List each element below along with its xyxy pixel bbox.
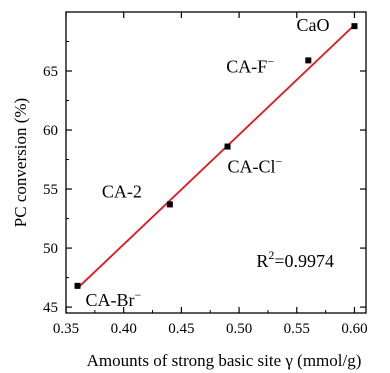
y-tick-label: 65 — [43, 64, 58, 80]
y-tick-label: 45 — [43, 300, 58, 316]
y-tick-label: 60 — [43, 123, 58, 139]
x-tick-label: 0.40 — [111, 321, 137, 337]
point-label: CaO — [296, 15, 329, 35]
plot-frame — [65, 11, 367, 314]
point-label: CA-Br− — [86, 288, 142, 310]
x-axis-title: Amounts of strong basic site γ (mmol/g) — [87, 351, 362, 370]
x-tick-label: 0.45 — [168, 321, 194, 337]
data-point — [224, 143, 231, 150]
axes — [65, 11, 367, 314]
data-point — [351, 23, 358, 30]
y-axis-title: PC conversion (%) — [11, 98, 30, 227]
x-tick-label: 0.55 — [284, 321, 310, 337]
y-tick-label: 55 — [43, 182, 58, 198]
y-tick-label: 50 — [43, 241, 58, 257]
r-squared-annotation: R2=0.9974 — [256, 248, 334, 271]
point-labels-layer: CA-Br− CA-2 CA-Cl− CA-F− CaO — [86, 15, 330, 310]
x-tick-label: 0.50 — [226, 321, 252, 337]
point-label: CA-Cl− — [228, 155, 283, 177]
tick-labels: 0.35 0.40 0.45 0.50 0.55 0.60 45 50 55 60 65 — [43, 64, 368, 337]
linear-fit-line — [76, 24, 356, 289]
data-point — [305, 57, 312, 64]
x-tick-label: 0.35 — [53, 321, 79, 337]
point-label: CA-2 — [102, 181, 142, 201]
data-point — [74, 282, 81, 289]
x-tick-label: 0.60 — [341, 321, 367, 337]
data-point — [166, 201, 173, 208]
data-points-layer — [74, 23, 358, 289]
point-label: CA-F− — [226, 54, 274, 76]
fit-line-layer — [76, 24, 356, 289]
